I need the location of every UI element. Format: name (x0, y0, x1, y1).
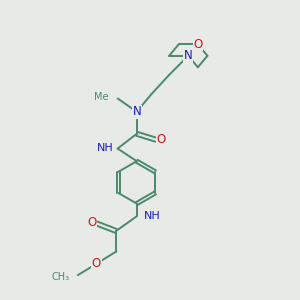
Text: NH: NH (97, 143, 114, 153)
Text: O: O (193, 38, 203, 51)
Text: N: N (184, 49, 193, 62)
Text: N: N (132, 105, 141, 118)
Text: NH: NH (144, 211, 161, 221)
Text: O: O (87, 216, 96, 229)
Text: O: O (157, 133, 166, 146)
Text: Me: Me (94, 92, 109, 102)
Text: CH₃: CH₃ (52, 272, 70, 282)
Text: O: O (92, 257, 101, 270)
